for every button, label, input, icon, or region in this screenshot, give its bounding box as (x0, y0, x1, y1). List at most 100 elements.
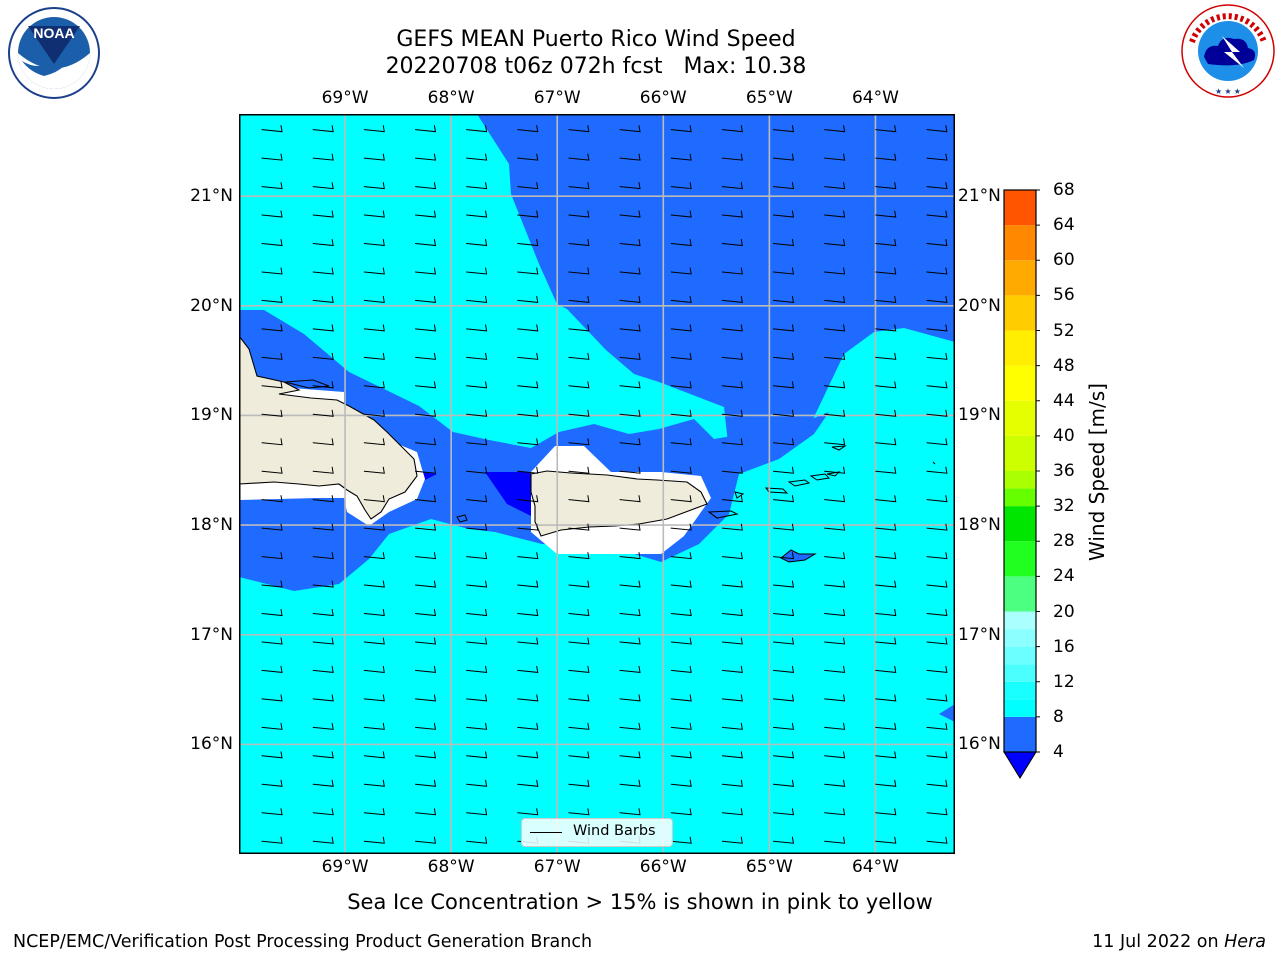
wind-barb (568, 552, 590, 560)
lat-label-left: 21°N (190, 186, 233, 207)
wind-barb (721, 409, 743, 417)
wind-barb (772, 352, 795, 360)
wind-barb (619, 779, 641, 787)
wind-barb (670, 808, 692, 816)
wind-barb (363, 438, 385, 446)
wind-barb (926, 125, 948, 133)
colorbar-band (1004, 681, 1036, 700)
lon-label-top: 66°W (639, 88, 687, 108)
wind-barb (670, 609, 692, 617)
wind-barb (772, 808, 795, 816)
wind-barb (312, 694, 334, 702)
wind-barb (875, 722, 897, 730)
wind-barb (466, 552, 488, 560)
wind-barb (875, 239, 897, 247)
wind-barb (670, 836, 692, 844)
wind-barb (568, 409, 590, 417)
wind-barb (517, 808, 539, 816)
colorbar-band (1004, 541, 1036, 577)
wind-barb (414, 722, 437, 730)
wind-barb (363, 295, 385, 303)
wind-barb (568, 466, 590, 474)
wind-barb (261, 267, 283, 275)
colorbar-tick-label: 48 (1053, 355, 1075, 376)
wind-barb (312, 466, 334, 474)
wind-barb (414, 580, 437, 588)
wind-barb (721, 637, 743, 645)
colorbar-band (1004, 295, 1036, 331)
wind-barb (721, 751, 743, 759)
colorbar-band (1004, 225, 1036, 261)
wind-barb (619, 438, 641, 446)
wind-barb (721, 210, 743, 218)
wind-barb (824, 381, 846, 389)
wind-barb (670, 182, 692, 190)
wind-barbs-legend-label: Wind Barbs (573, 823, 656, 839)
wind-barb (466, 694, 488, 702)
wind-barb (619, 295, 641, 303)
colorbar-tick-label: 56 (1053, 285, 1075, 306)
wind-barb (517, 779, 539, 787)
wind-barb (312, 665, 334, 673)
wind-barb (824, 523, 846, 531)
wind-barb (517, 694, 539, 702)
wind-barb (363, 836, 385, 844)
wind-barb (875, 665, 897, 673)
wind-barb (670, 438, 692, 446)
wind-barb (875, 182, 897, 190)
wind-barb (466, 324, 488, 332)
lon-label-bottom: 67°W (533, 857, 581, 877)
wind-barb (517, 295, 539, 303)
wind-barb (517, 182, 539, 190)
wind-barb (466, 779, 488, 787)
wind-barb (772, 495, 795, 503)
virgin-islands (764, 471, 841, 494)
wind-barb (670, 552, 692, 560)
lon-label-bottom: 64°W (851, 857, 899, 877)
wind-barb (414, 779, 437, 787)
wind-barb (619, 409, 641, 417)
wind-barb (466, 182, 488, 190)
wind-barb (312, 210, 334, 218)
wind-barb (261, 751, 283, 759)
wind-barb (517, 352, 539, 360)
wind-barb (772, 409, 795, 417)
wind-barb (875, 523, 897, 531)
wind-barb (619, 609, 641, 617)
wind-barb (312, 751, 334, 759)
wind-barb (517, 580, 539, 588)
wind-barb (670, 495, 692, 503)
lat-label-left: 19°N (190, 405, 233, 426)
wind-barb (466, 210, 488, 218)
wind-barb (466, 295, 488, 303)
wind-barb (363, 609, 385, 617)
wind-barb (824, 324, 846, 332)
wind-barb (466, 438, 488, 446)
wind-barb (670, 409, 692, 417)
wind-barb (875, 210, 897, 218)
wind-barb (721, 267, 743, 275)
wind-barb (721, 466, 743, 474)
run-date: 11 Jul 2022 on Hera (1092, 932, 1266, 952)
wind-barb (721, 153, 743, 161)
wind-barb (568, 808, 590, 816)
wind-barb (772, 637, 795, 645)
wind-barb (926, 466, 948, 474)
wind-barb (772, 182, 795, 190)
wind-barb (261, 779, 283, 787)
svg-text:NOAA: NOAA (33, 25, 74, 41)
wind-barb (363, 637, 385, 645)
wind-barb (926, 267, 948, 275)
wind-barb (670, 153, 692, 161)
wind-barb (466, 609, 488, 617)
wind-barb (721, 125, 743, 133)
hispaniola-land (239, 335, 418, 520)
wind-barb (875, 609, 897, 617)
wind-barb (312, 324, 334, 332)
wind-barb (466, 637, 488, 645)
wind-barb (466, 523, 488, 531)
wind-barb (875, 409, 897, 417)
wind-barb (414, 665, 437, 673)
colorbar-band (1004, 506, 1036, 542)
wind-barb (363, 580, 385, 588)
